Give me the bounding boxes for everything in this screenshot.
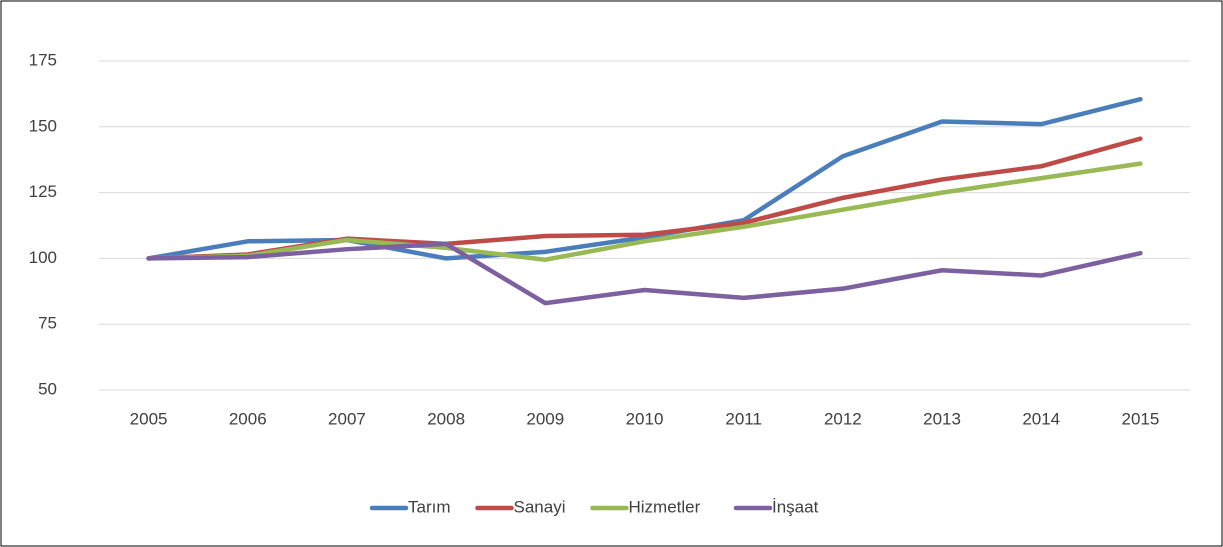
x-tick-label: 2015 xyxy=(1121,409,1159,428)
y-tick-label: 50 xyxy=(38,379,57,398)
x-tick-label: 2009 xyxy=(526,409,564,428)
x-tick-label: 2011 xyxy=(725,409,762,428)
legend-label: Hizmetler xyxy=(629,497,701,516)
y-tick-label: 100 xyxy=(29,248,57,267)
legend-label: Sanayi xyxy=(514,497,566,516)
x-tick-label: 2008 xyxy=(427,409,465,428)
series-line xyxy=(146,161,1143,262)
y-tick-label: 175 xyxy=(29,50,57,69)
y-tick-label: 150 xyxy=(29,116,57,135)
x-tick-label: 2013 xyxy=(923,409,961,428)
x-tick-label: 2012 xyxy=(824,409,862,428)
series-line xyxy=(146,96,1143,261)
x-tick-label: 2007 xyxy=(328,409,366,428)
x-tick-label: 2014 xyxy=(1022,409,1060,428)
y-tick-label: 125 xyxy=(29,182,57,201)
legend-label: İnşaat xyxy=(772,497,819,516)
x-tick-label: 2006 xyxy=(229,409,267,428)
legend-label: Tarım xyxy=(408,497,451,516)
x-tick-label: 2010 xyxy=(626,409,664,428)
series-line xyxy=(146,241,1143,306)
x-tick-label: 2005 xyxy=(130,409,168,428)
y-tick-label: 75 xyxy=(38,314,57,333)
